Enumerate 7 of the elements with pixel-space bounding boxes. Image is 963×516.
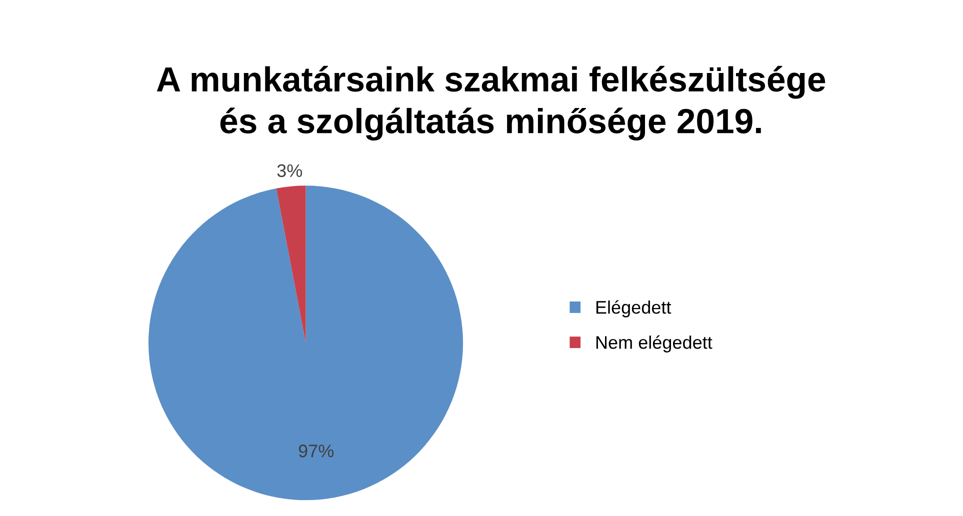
pie-slice [148,186,463,500]
chart-title: A munkatársaink szakmai felkészültsége és a szolgáltatás minősége 2019. [156,66,826,140]
data-label: 97% [298,444,334,458]
pie-slice [276,186,306,343]
data-label: 3% [277,164,302,178]
legend-label: Nem elégedett [596,335,712,352]
legend-label: Elégedett [596,300,672,318]
